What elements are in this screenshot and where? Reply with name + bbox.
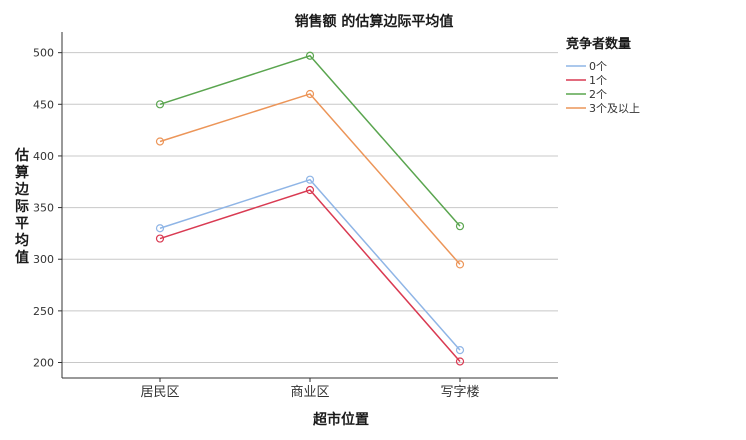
- x-tick-labels: 居民区 商业区 写字楼: [140, 378, 480, 400]
- y-tick-label: 300: [33, 253, 54, 266]
- y-tick-label: 500: [33, 47, 54, 60]
- y-axis-label-char: 际: [15, 199, 29, 215]
- y-tick-label: 450: [33, 98, 54, 111]
- data-point: [455, 357, 465, 366]
- series-line-3: [159, 93, 461, 265]
- series-line-2: [159, 54, 461, 227]
- y-axis-label-char: 值: [15, 249, 29, 266]
- series-lines: [159, 54, 461, 362]
- data-point: [155, 224, 165, 233]
- y-tick-label: 400: [33, 150, 54, 163]
- legend-label-3: 3个及以上: [589, 102, 640, 115]
- data-point: [455, 346, 465, 355]
- series-line-1: [159, 189, 461, 362]
- axes: [61, 32, 558, 379]
- data-point: [155, 234, 165, 243]
- data-point: [305, 89, 315, 99]
- data-point: [305, 185, 315, 195]
- data-point: [455, 222, 465, 231]
- y-tick-label: 350: [33, 202, 54, 215]
- data-point: [305, 51, 315, 60]
- y-axis-label-char: 算: [15, 164, 29, 181]
- y-axis-label-char: 平: [15, 216, 29, 232]
- x-axis-label: 超市位置: [312, 411, 369, 428]
- y-tick-label: 250: [33, 305, 54, 318]
- data-point: [455, 260, 465, 269]
- y-axis-label-char: 均: [15, 232, 29, 249]
- data-point: [155, 100, 165, 109]
- data-point: [305, 175, 315, 184]
- legend-label-1: 1个: [589, 74, 607, 87]
- x-tick-label: 居民区: [140, 385, 179, 400]
- y-tick-label: 200: [33, 357, 54, 370]
- chart-title: 销售额 的估算边际平均值: [295, 13, 454, 30]
- grid-lines: [62, 52, 558, 364]
- y-tick-labels: 200 250 300 350 400 450 500: [33, 47, 62, 370]
- y-axis-label-char: 估: [14, 147, 29, 164]
- y-axis-label-char: 边: [14, 182, 30, 198]
- legend-label-2: 2个: [589, 88, 607, 101]
- series-points: [155, 51, 465, 366]
- data-point: [155, 137, 165, 146]
- y-axis-label: 估算边际平均值: [14, 147, 30, 266]
- x-tick-label: 写字楼: [440, 385, 479, 400]
- series-line-0: [159, 178, 461, 351]
- x-tick-label: 商业区: [290, 385, 329, 400]
- legend-title: 竞争者数量: [566, 36, 631, 52]
- legend-label-0: 0个: [589, 60, 607, 73]
